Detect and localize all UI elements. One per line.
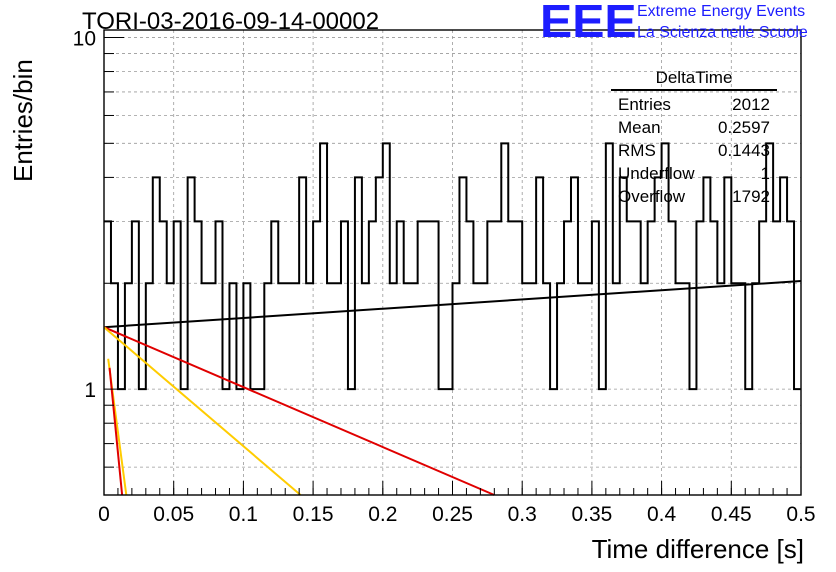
stats-value: 0.1443 xyxy=(718,141,770,160)
stats-row: Overflow 1792 xyxy=(611,185,777,208)
histogram-outline xyxy=(104,142,801,391)
x-tick-label: 0.3 xyxy=(508,503,537,526)
x-tick-label: 0.05 xyxy=(153,503,194,526)
tick-labels: 0 0.05 0.1 0.15 0.2 0.25 0.3 0.35 0.4 0.45 0.5 1 10 xyxy=(73,27,816,526)
stats-value: 1792 xyxy=(732,187,770,206)
stats-label: Overflow xyxy=(618,187,686,206)
fit-line xyxy=(108,367,124,496)
stats-value: 2012 xyxy=(732,95,770,114)
x-axis-label: Time difference [s] xyxy=(591,534,804,564)
stats-value: 1 xyxy=(760,164,770,183)
fit-line xyxy=(103,279,802,329)
fit-line xyxy=(103,326,302,496)
x-tick-label: 0.25 xyxy=(432,503,473,526)
fit-lines xyxy=(103,279,802,496)
histogram xyxy=(104,142,801,391)
axis-ticks xyxy=(103,36,802,495)
y-tick-label: 1 xyxy=(84,379,96,402)
stats-row: Mean 0.2597 xyxy=(611,116,777,139)
y-axis-label: Entries/bin xyxy=(8,59,38,182)
brand-name: Extreme Energy Events xyxy=(637,3,806,20)
x-tick-label: 0.5 xyxy=(786,503,815,526)
stats-box: DeltaTime Entries 2012 Mean 0.2597 RMS 0.14… xyxy=(611,68,777,208)
x-tick-label: 0.2 xyxy=(368,503,397,526)
stats-label: Entries xyxy=(618,95,671,114)
x-tick-label: 0.4 xyxy=(647,503,677,526)
stats-row: Underflow 1 xyxy=(611,162,777,185)
y-tick-label: 10 xyxy=(73,27,96,50)
stats-row: Entries 2012 xyxy=(611,93,777,116)
stats-label: Underflow xyxy=(618,164,695,183)
stats-label: Mean xyxy=(618,118,661,137)
stats-row: RMS 0.1443 xyxy=(611,139,777,162)
stats-title: DeltaTime xyxy=(611,68,777,91)
plot-title: TORI-03-2016-09-14-00002 xyxy=(82,8,380,35)
x-tick-label: 0 xyxy=(98,503,110,526)
x-tick-label: 0.45 xyxy=(711,503,752,526)
stats-label: RMS xyxy=(618,141,656,160)
x-tick-label: 0.35 xyxy=(571,503,612,526)
eee-logo-mark: EEE xyxy=(540,0,637,47)
brand-tagline: La Scienza nelle Scuole xyxy=(637,24,808,41)
x-tick-label: 0.1 xyxy=(229,503,258,526)
x-tick-label: 0.15 xyxy=(293,503,334,526)
fit-line xyxy=(103,326,495,496)
stats-value: 0.2597 xyxy=(718,118,770,137)
